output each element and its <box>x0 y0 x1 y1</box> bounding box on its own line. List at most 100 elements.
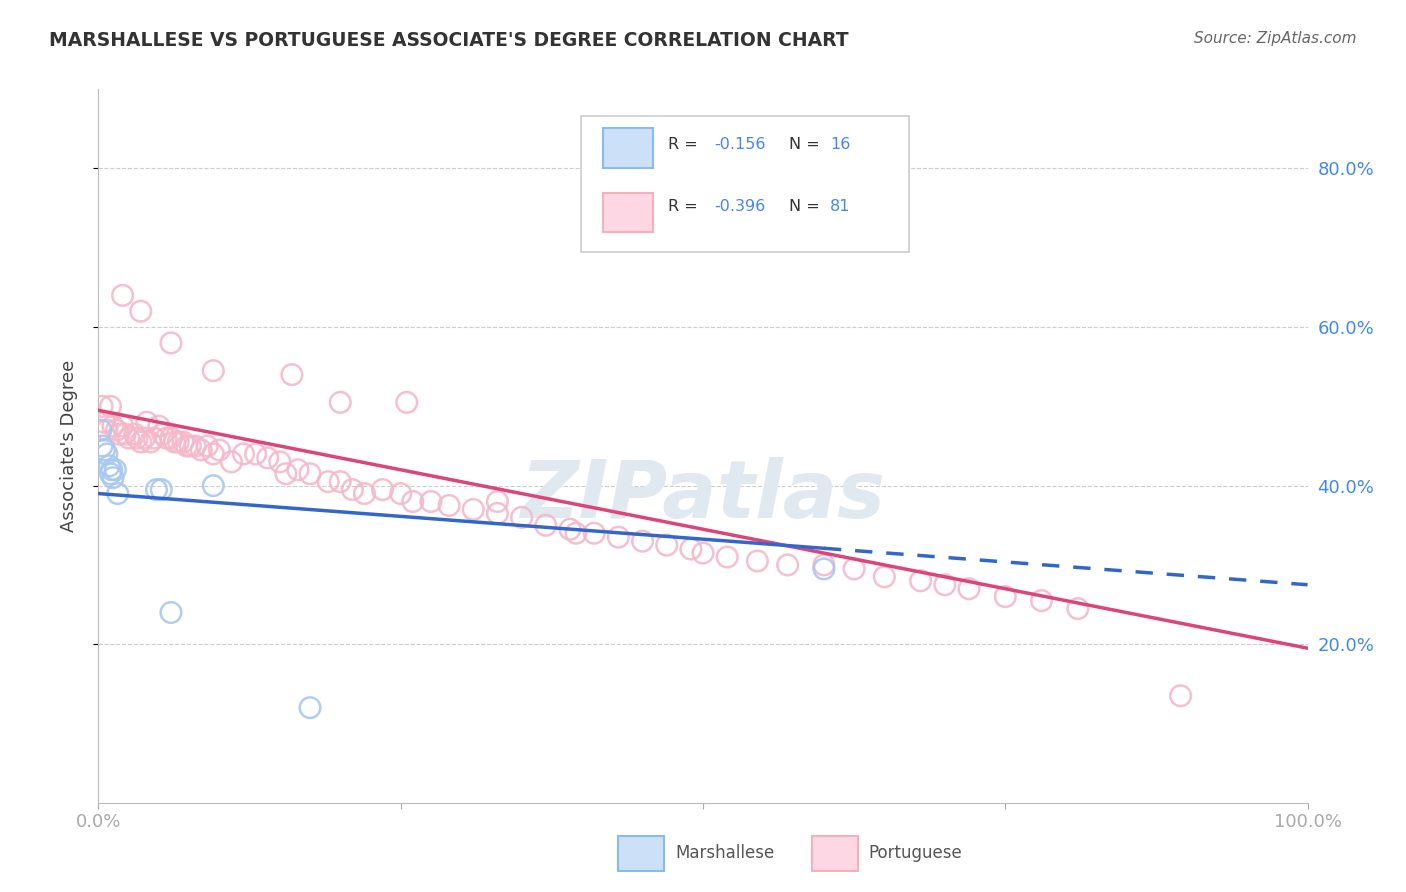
Text: R =: R = <box>668 200 697 214</box>
Point <box>150 483 173 497</box>
Point <box>179 439 201 453</box>
Point <box>195 439 218 453</box>
Point <box>114 427 136 442</box>
Point <box>100 467 122 481</box>
Point <box>232 447 254 461</box>
Point <box>129 435 152 450</box>
Point <box>565 526 588 541</box>
Point <box>202 478 225 492</box>
Text: -0.156: -0.156 <box>714 136 765 152</box>
Point <box>155 431 177 445</box>
Point <box>145 483 167 497</box>
Point <box>134 431 156 445</box>
Point <box>184 439 207 453</box>
Point <box>329 395 352 409</box>
Point <box>190 442 212 457</box>
Point <box>98 458 121 473</box>
Point <box>813 558 835 572</box>
Point <box>104 463 127 477</box>
Point <box>692 546 714 560</box>
Point <box>631 534 654 549</box>
Point <box>108 427 131 442</box>
Point <box>172 435 194 450</box>
FancyBboxPatch shape <box>603 128 654 168</box>
Point <box>813 562 835 576</box>
Text: 81: 81 <box>830 200 851 214</box>
Point <box>747 554 769 568</box>
Point <box>655 538 678 552</box>
Text: Portuguese: Portuguese <box>869 844 962 862</box>
Point <box>1170 689 1192 703</box>
Point <box>176 439 198 453</box>
Point <box>558 522 581 536</box>
Point <box>135 415 157 429</box>
Point <box>957 582 980 596</box>
Point <box>91 400 114 414</box>
Point <box>101 471 124 485</box>
Point <box>160 606 183 620</box>
Point <box>910 574 932 588</box>
Point <box>160 335 183 350</box>
Point <box>100 400 122 414</box>
Point <box>463 502 485 516</box>
Point <box>329 475 352 489</box>
Point <box>163 435 186 450</box>
Point <box>1031 593 1053 607</box>
Point <box>152 427 174 442</box>
Point <box>93 415 115 429</box>
Point <box>256 450 278 465</box>
Point <box>274 467 297 481</box>
Point <box>342 483 364 497</box>
Text: ZIPatlas: ZIPatlas <box>520 457 886 535</box>
Point <box>96 447 118 461</box>
Point <box>1067 601 1090 615</box>
Point <box>510 510 533 524</box>
Point <box>90 423 112 437</box>
Point <box>245 447 267 461</box>
Point <box>389 486 412 500</box>
Point <box>844 562 866 576</box>
Point <box>486 507 509 521</box>
Point <box>437 499 460 513</box>
Point <box>299 467 322 481</box>
Point <box>127 431 149 445</box>
Point <box>287 463 309 477</box>
Point <box>420 494 443 508</box>
Point <box>281 368 304 382</box>
FancyBboxPatch shape <box>811 837 858 871</box>
Text: Marshallese: Marshallese <box>675 844 775 862</box>
Point <box>221 455 243 469</box>
Point <box>96 423 118 437</box>
Point <box>129 304 152 318</box>
Text: 16: 16 <box>830 136 851 152</box>
Point <box>534 518 557 533</box>
Text: -0.396: -0.396 <box>714 200 765 214</box>
Point <box>100 463 122 477</box>
Point <box>107 486 129 500</box>
Text: N =: N = <box>789 136 820 152</box>
Point <box>202 364 225 378</box>
Point <box>402 494 425 508</box>
Point <box>139 435 162 450</box>
Point <box>111 288 134 302</box>
FancyBboxPatch shape <box>581 116 908 252</box>
Point <box>395 395 418 409</box>
Text: MARSHALLESE VS PORTUGUESE ASSOCIATE'S DEGREE CORRELATION CHART: MARSHALLESE VS PORTUGUESE ASSOCIATE'S DE… <box>49 31 849 50</box>
Point <box>148 419 170 434</box>
Point <box>105 423 128 437</box>
FancyBboxPatch shape <box>603 193 654 232</box>
Point <box>202 447 225 461</box>
Point <box>91 439 114 453</box>
Point <box>776 558 799 572</box>
Point <box>873 570 896 584</box>
Text: N =: N = <box>789 200 820 214</box>
Point <box>124 427 146 442</box>
Point <box>371 483 394 497</box>
Point <box>111 419 134 434</box>
Point <box>118 431 141 445</box>
Point <box>208 442 231 457</box>
Point <box>679 542 702 557</box>
Point <box>607 530 630 544</box>
Text: R =: R = <box>668 136 697 152</box>
Point <box>486 494 509 508</box>
